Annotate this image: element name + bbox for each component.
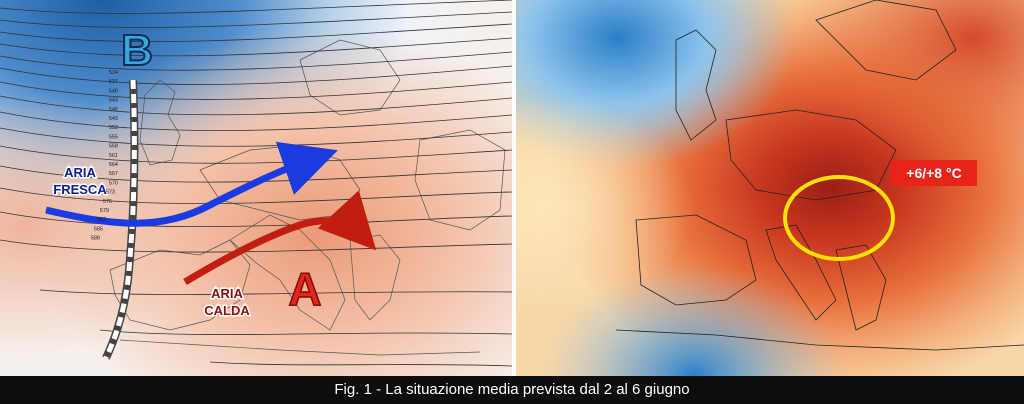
warm-air-arrow bbox=[183, 190, 377, 286]
isohypse-value-labels: 534 537 540 543 546 549 552 555 558 561 564 567 570 5… bbox=[91, 70, 118, 242]
isohypse-value-549: 549 bbox=[109, 116, 118, 122]
isohypse-lines bbox=[0, 0, 512, 367]
highlight-circle bbox=[783, 175, 895, 261]
isohypse-value-552: 552 bbox=[109, 125, 118, 131]
panel-divider bbox=[512, 0, 516, 376]
geopotential-map: B A ARIA FRESCA ARIA CALDA 534 537 540 543 5… bbox=[0, 0, 512, 376]
isohypse-value-588: 588 bbox=[91, 236, 100, 242]
isohypse-value-564: 564 bbox=[109, 162, 118, 168]
isohypse-value-582: 582 bbox=[97, 217, 106, 223]
isohypse-value-555: 555 bbox=[109, 134, 118, 140]
isohypse-value-567: 567 bbox=[109, 171, 118, 177]
warm-field-west bbox=[0, 0, 512, 376]
temperature-anomaly-map: +6/+8 °C bbox=[516, 0, 1024, 376]
isohypse-value-585: 585 bbox=[94, 226, 103, 232]
anomaly-value-box bbox=[891, 160, 977, 186]
isohypse-value-561: 561 bbox=[109, 153, 118, 159]
isohypse-value-540: 540 bbox=[109, 88, 118, 94]
isohypse-value-558: 558 bbox=[109, 144, 118, 150]
high-pressure-label: A bbox=[288, 263, 321, 315]
isohypse-value-573: 573 bbox=[106, 190, 115, 196]
isohypse-value-543: 543 bbox=[109, 98, 118, 104]
isohypse-value-537: 537 bbox=[109, 79, 118, 85]
warm-air-label-line1: ARIA bbox=[211, 286, 243, 301]
isohypse-value-579: 579 bbox=[100, 208, 109, 214]
cool-air-label-line2: FRESCA bbox=[53, 182, 107, 197]
figure-caption: Fig. 1 - La situazione media prevista da… bbox=[0, 376, 1024, 404]
isohypse-value-570: 570 bbox=[109, 180, 118, 186]
coastlines-right bbox=[615, 0, 1024, 351]
warm-air-label-line2: CALDA bbox=[204, 303, 250, 318]
low-pressure-label: B bbox=[121, 26, 153, 75]
trough-axis bbox=[103, 79, 137, 360]
isohypse-value-546: 546 bbox=[109, 107, 118, 113]
cool-air-label-line1: ARIA bbox=[64, 165, 96, 180]
cool-air-arrow bbox=[45, 141, 338, 227]
anomaly-value-label: +6/+8 °C bbox=[906, 165, 961, 181]
isohypse-value-576: 576 bbox=[103, 199, 112, 205]
isohypse-value-534: 534 bbox=[109, 70, 118, 76]
